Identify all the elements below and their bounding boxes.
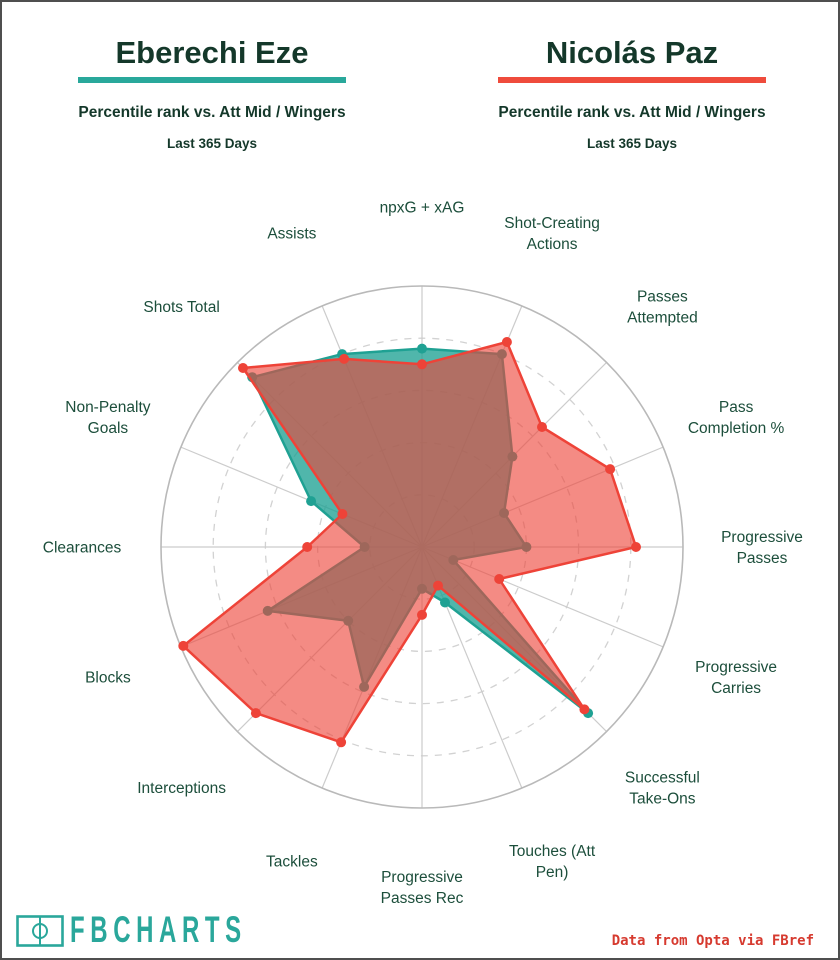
- series-point-1: [501, 337, 512, 347]
- player-name-right: Nicolás Paz: [545, 35, 719, 70]
- axis-label: Successful Take-Ons: [625, 769, 700, 807]
- series-point-0: [440, 597, 450, 608]
- axis-label: Shots Total: [143, 299, 219, 316]
- player-subtitle-right: Percentile rank vs. Att Mid / Wingers: [498, 104, 766, 121]
- series-point-1: [433, 580, 443, 591]
- outer-ring: [160, 285, 684, 809]
- pitch-icon: [16, 915, 64, 947]
- axis-label: Interceptions: [137, 780, 226, 797]
- series-point-1: [178, 640, 189, 651]
- axis-label: Assists: [267, 225, 316, 242]
- axis-label: Blocks: [85, 670, 131, 687]
- axis-label: Pass Completion %: [688, 399, 785, 437]
- axis-label: Non-Penalty Goals: [65, 399, 151, 437]
- series-point-1: [631, 542, 641, 552]
- series-polygon-1: [182, 340, 638, 744]
- series-point-1: [250, 708, 261, 719]
- axis-label: Touches (Att Pen): [509, 843, 596, 881]
- series-point-1: [337, 509, 348, 519]
- series-point-1: [336, 737, 347, 748]
- series-point-1: [339, 353, 350, 364]
- axis-label: Shot-Creating Actions: [504, 215, 600, 253]
- series-point-0: [306, 496, 317, 507]
- data-attribution: Data from Opta via FBref: [611, 933, 814, 949]
- series-point-1: [302, 542, 313, 552]
- player-period-left: Last 365 Days: [166, 136, 258, 151]
- series-point-0: [417, 343, 427, 354]
- fbcharts-logo: FBCHARTS: [16, 910, 291, 951]
- player-underline-left: [78, 77, 346, 83]
- axis-label: Clearances: [43, 540, 122, 557]
- brand-wordmark: FBCHARTS: [70, 910, 247, 951]
- series-point-1: [417, 359, 427, 370]
- series-point-1: [605, 464, 616, 475]
- axis-label: Progressive Passes: [721, 529, 803, 567]
- player-subtitle-left: Percentile rank vs. Att Mid / Wingers: [78, 104, 346, 121]
- axis-label: Progressive Carries: [695, 659, 777, 697]
- player-name-left: Eberechi Eze: [115, 35, 309, 70]
- axis-label: Progressive Passes Rec: [381, 869, 464, 907]
- series-point-1: [494, 574, 505, 584]
- player-header-left: Eberechi Eze Percentile rank vs. Att Mid…: [2, 36, 422, 151]
- series-point-1: [238, 363, 248, 373]
- axis-label: Passes Attempted: [627, 289, 698, 327]
- player-underline-right: [498, 77, 766, 83]
- series-point-1: [537, 422, 547, 432]
- player-header-right: Nicolás Paz Percentile rank vs. Att Mid …: [422, 35, 838, 151]
- series-point-1: [579, 704, 590, 715]
- player-period-right: Last 365 Days: [586, 136, 678, 151]
- axis-label: Tackles: [266, 854, 318, 871]
- axis-label: npxG + xAG: [380, 200, 465, 217]
- series-point-1: [417, 609, 427, 620]
